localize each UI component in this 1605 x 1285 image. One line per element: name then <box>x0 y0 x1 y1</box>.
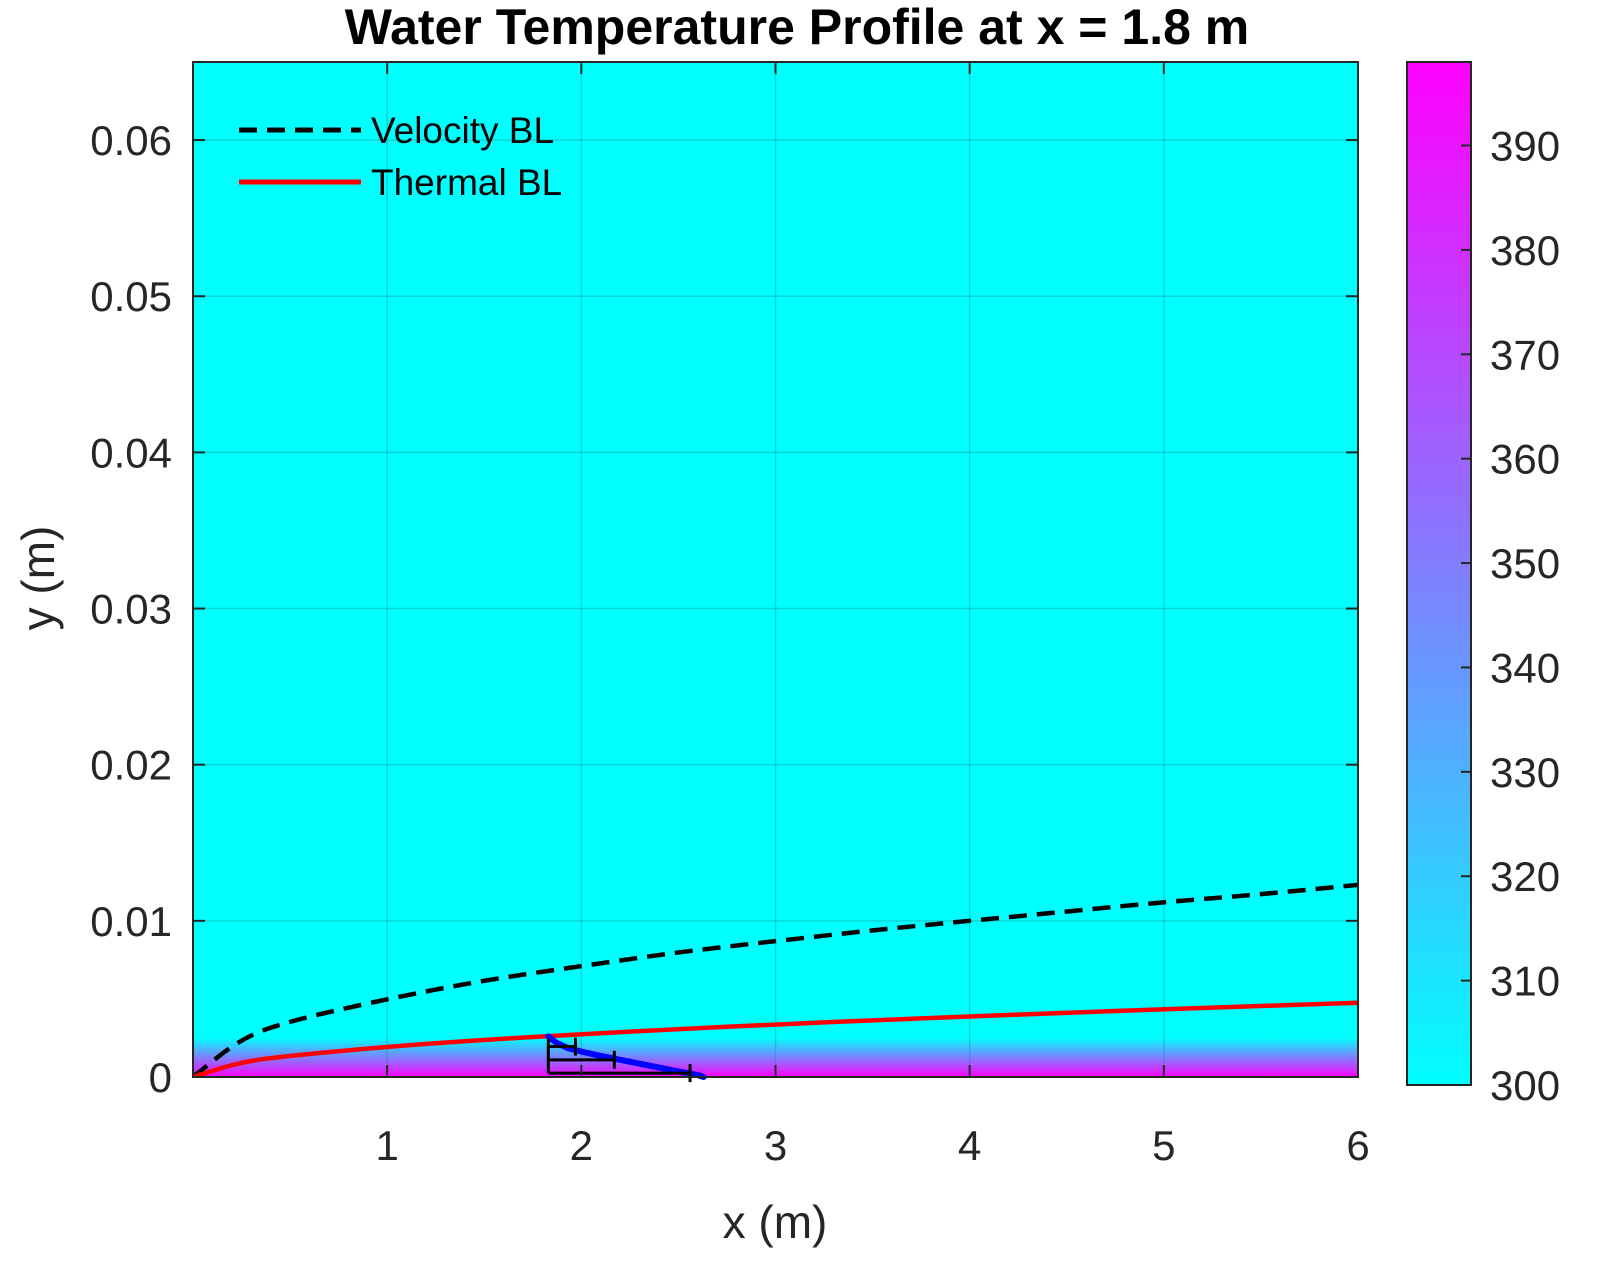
colorbar-ticks: 300 310 320 330 340 350 360 370 380 390 <box>1461 123 1560 1109</box>
colorbar: 300 310 320 330 340 350 360 370 380 390 <box>1406 61 1560 1109</box>
y-tick-label-2: 0.02 <box>90 742 172 789</box>
temperature-profile <box>545 1033 707 1083</box>
colorbar-tick-label-9: 390 <box>1490 123 1560 170</box>
x-tick-label-0: 1 <box>375 1122 398 1169</box>
colorbar-tick-label-1: 310 <box>1490 958 1560 1005</box>
colorbar-gradient <box>1406 61 1472 1086</box>
y-tick-label-3: 0.03 <box>90 586 172 633</box>
legend: Velocity BL Thermal BL <box>239 110 562 203</box>
x-tick-label-2: 3 <box>764 1122 787 1169</box>
x-tick-label-4: 5 <box>1152 1122 1175 1169</box>
series-velocity-bl <box>193 882 1358 1077</box>
y-tick-label-0: 0 <box>149 1054 172 1101</box>
plot-area <box>193 62 1358 1077</box>
colorbar-tick-label-8: 380 <box>1490 227 1560 274</box>
colorbar-tick-label-4: 340 <box>1490 644 1560 691</box>
chart-title: Water Temperature Profile at x = 1.8 m <box>345 0 1250 55</box>
series-thermal-bl <box>193 1000 1358 1077</box>
series-layer <box>193 882 1358 1077</box>
y-tick-label-1: 0.01 <box>90 898 172 945</box>
legend-label-thermal-bl: Thermal BL <box>371 162 562 203</box>
x-tick-label-1: 2 <box>570 1122 593 1169</box>
x-tick-label-5: 6 <box>1346 1122 1369 1169</box>
colorbar-tick-label-7: 370 <box>1490 331 1560 378</box>
colorbar-tick-label-3: 330 <box>1490 749 1560 796</box>
y-tick-labels: 0 0.01 0.02 0.03 0.04 0.05 0.06 <box>90 117 172 1101</box>
colorbar-tick-label-5: 350 <box>1490 540 1560 587</box>
y-tick-label-6: 0.06 <box>90 117 172 164</box>
x-axis-label: x (m) <box>723 1196 828 1248</box>
y-tick-label-5: 0.05 <box>90 273 172 320</box>
legend-label-velocity-bl: Velocity BL <box>371 110 554 151</box>
colorbar-tick-label-0: 300 <box>1490 1062 1560 1109</box>
x-tick-label-3: 4 <box>958 1122 981 1169</box>
y-axis-label: y (m) <box>12 526 64 631</box>
axis-ticks <box>193 62 1359 1078</box>
y-tick-label-4: 0.04 <box>90 429 172 476</box>
x-tick-labels: 1 2 3 4 5 6 <box>375 1122 1369 1169</box>
colorbar-tick-label-6: 360 <box>1490 436 1560 483</box>
colorbar-tick-label-2: 320 <box>1490 853 1560 900</box>
